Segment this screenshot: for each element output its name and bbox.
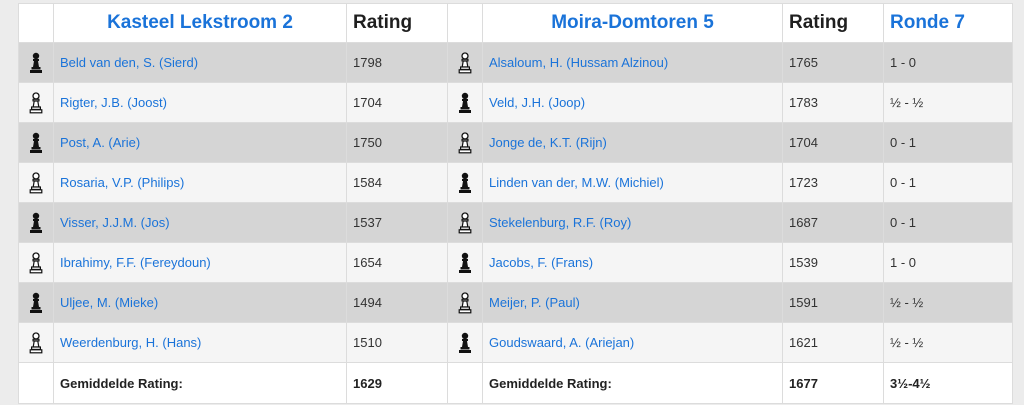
home-player-link[interactable]: Weerdenburg, H. (Hans) — [53, 322, 347, 363]
home-player-link[interactable]: Rosaria, V.P. (Philips) — [53, 162, 347, 203]
home-player-link[interactable]: Post, A. (Arie) — [53, 122, 347, 163]
home-player-rating: 1510 — [346, 322, 448, 363]
home-player-link[interactable]: Visser, J.J.M. (Jos) — [53, 202, 347, 243]
away-player-link[interactable]: Jacobs, F. (Frans) — [482, 242, 783, 283]
game-result: 1 - 0 — [883, 42, 1013, 83]
black-pawn-icon — [447, 162, 483, 203]
game-result: ½ - ½ — [883, 322, 1013, 363]
home-rating-header: Rating — [346, 3, 448, 43]
match-table: Kasteel Lekstroom 2 Rating Moira-Domtore… — [18, 3, 1013, 404]
away-player-rating: 1621 — [782, 322, 884, 363]
average-rating-row: Gemiddelde Rating: 1629 Gemiddelde Ratin… — [18, 362, 1013, 404]
game-result: ½ - ½ — [883, 82, 1013, 123]
white-pawn-icon — [18, 322, 54, 363]
home-player-rating: 1654 — [346, 242, 448, 283]
black-pawn-icon — [447, 82, 483, 123]
game-result: 0 - 1 — [883, 202, 1013, 243]
header-spacer — [18, 3, 54, 43]
black-pawn-icon — [18, 202, 54, 243]
black-pawn-icon — [18, 282, 54, 323]
game-row: Ibrahimy, F.F. (Fereydoun) 1654 Jacobs, F.… — [18, 242, 1013, 283]
away-player-rating: 1687 — [782, 202, 884, 243]
white-pawn-icon — [447, 282, 483, 323]
home-player-rating: 1750 — [346, 122, 448, 163]
away-player-link[interactable]: Alsaloum, H. (Hussam Alzinou) — [482, 42, 783, 83]
black-pawn-icon — [447, 242, 483, 283]
away-player-link[interactable]: Goudswaard, A. (Ariejan) — [482, 322, 783, 363]
game-row: Uljee, M. (Mieke) 1494 Meijer, P. (Paul) 15… — [18, 282, 1013, 323]
white-pawn-icon — [18, 162, 54, 203]
game-result: 0 - 1 — [883, 122, 1013, 163]
game-result: 1 - 0 — [883, 242, 1013, 283]
white-pawn-icon — [18, 82, 54, 123]
game-row: Rigter, J.B. (Joost) 1704 Veld, J.H. (Joop… — [18, 82, 1013, 123]
game-row: Post, A. (Arie) 1750 Jonge de, K.T. (Rijn)… — [18, 122, 1013, 163]
footer-spacer — [447, 362, 483, 404]
away-player-rating: 1591 — [782, 282, 884, 323]
black-pawn-icon — [18, 42, 54, 83]
away-player-rating: 1704 — [782, 122, 884, 163]
home-average-rating: 1629 — [346, 362, 448, 404]
home-player-rating: 1537 — [346, 202, 448, 243]
home-player-rating: 1798 — [346, 42, 448, 83]
footer-spacer — [18, 362, 54, 404]
away-player-link[interactable]: Stekelenburg, R.F. (Roy) — [482, 202, 783, 243]
away-team-title[interactable]: Moira-Domtoren 5 — [482, 3, 783, 43]
home-team-title[interactable]: Kasteel Lekstroom 2 — [53, 3, 347, 43]
home-player-link[interactable]: Rigter, J.B. (Joost) — [53, 82, 347, 123]
home-player-link[interactable]: Ibrahimy, F.F. (Fereydoun) — [53, 242, 347, 283]
away-player-link[interactable]: Linden van der, M.W. (Michiel) — [482, 162, 783, 203]
white-pawn-icon — [447, 122, 483, 163]
white-pawn-icon — [447, 42, 483, 83]
match-result-panel: Kasteel Lekstroom 2 Rating Moira-Domtore… — [18, 3, 1013, 404]
round-title[interactable]: Ronde 7 — [883, 3, 1013, 43]
header-spacer — [447, 3, 483, 43]
game-result: 0 - 1 — [883, 162, 1013, 203]
away-player-link[interactable]: Meijer, P. (Paul) — [482, 282, 783, 323]
home-player-rating: 1494 — [346, 282, 448, 323]
away-rating-header: Rating — [782, 3, 884, 43]
game-result: ½ - ½ — [883, 282, 1013, 323]
away-player-link[interactable]: Veld, J.H. (Joop) — [482, 82, 783, 123]
away-average-label: Gemiddelde Rating: — [482, 362, 783, 404]
home-player-link[interactable]: Uljee, M. (Mieke) — [53, 282, 347, 323]
match-total-result: 3½-4½ — [883, 362, 1013, 404]
header-row: Kasteel Lekstroom 2 Rating Moira-Domtore… — [18, 3, 1013, 43]
away-player-rating: 1539 — [782, 242, 884, 283]
away-player-link[interactable]: Jonge de, K.T. (Rijn) — [482, 122, 783, 163]
game-row: Visser, J.J.M. (Jos) 1537 Stekelenburg, R.… — [18, 202, 1013, 243]
black-pawn-icon — [447, 322, 483, 363]
black-pawn-icon — [18, 122, 54, 163]
home-player-rating: 1584 — [346, 162, 448, 203]
home-average-label: Gemiddelde Rating: — [53, 362, 347, 404]
away-player-rating: 1783 — [782, 82, 884, 123]
home-player-link[interactable]: Beld van den, S. (Sierd) — [53, 42, 347, 83]
game-row: Beld van den, S. (Sierd) 1798 Alsaloum, H.… — [18, 42, 1013, 83]
white-pawn-icon — [18, 242, 54, 283]
game-row: Weerdenburg, H. (Hans) 1510 Goudswaard, A.… — [18, 322, 1013, 363]
home-player-rating: 1704 — [346, 82, 448, 123]
away-average-rating: 1677 — [782, 362, 884, 404]
away-player-rating: 1723 — [782, 162, 884, 203]
away-player-rating: 1765 — [782, 42, 884, 83]
game-row: Rosaria, V.P. (Philips) 1584 Linden van de… — [18, 162, 1013, 203]
white-pawn-icon — [447, 202, 483, 243]
